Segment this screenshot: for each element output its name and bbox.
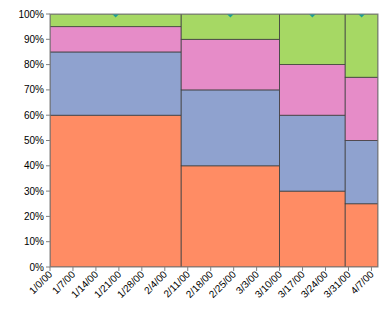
bar-segment xyxy=(181,90,279,166)
y-tick xyxy=(46,216,50,217)
y-tick-label: 60% xyxy=(24,110,44,121)
y-tick xyxy=(46,241,50,242)
bars xyxy=(50,14,378,267)
y-tick-label: 100% xyxy=(18,9,44,20)
bar-segment xyxy=(50,27,181,52)
bar-segment xyxy=(280,14,346,65)
x-tick xyxy=(118,267,119,271)
y-tick-label: 0% xyxy=(30,262,45,273)
x-tick xyxy=(348,267,349,271)
y-tick xyxy=(46,89,50,90)
x-tick xyxy=(279,267,280,271)
y-tick xyxy=(46,39,50,40)
x-tick xyxy=(95,267,96,271)
bar-segment xyxy=(181,166,279,267)
x-tick xyxy=(187,267,188,271)
y-tick xyxy=(46,14,50,15)
y-tick-label: 20% xyxy=(24,211,44,222)
bar-segment xyxy=(345,77,378,140)
x-tick xyxy=(371,267,372,271)
y-tick-label: 50% xyxy=(24,135,44,146)
y-tick xyxy=(46,140,50,141)
bar-segment xyxy=(181,14,279,39)
marker xyxy=(309,14,316,18)
y-tick-label: 90% xyxy=(24,34,44,45)
bar-segment xyxy=(280,191,346,267)
x-tick xyxy=(72,267,73,271)
y-tick xyxy=(46,64,50,65)
x-tick-label: 3/31/00 xyxy=(322,268,354,300)
marker xyxy=(227,14,234,18)
x-tick xyxy=(325,267,326,271)
x-tick xyxy=(50,267,51,271)
plot-frame xyxy=(50,14,378,267)
bar-segment xyxy=(345,204,378,267)
x-tick-label: 4/7/00 xyxy=(348,268,376,296)
bar-segment xyxy=(280,115,346,191)
y-tick-label: 40% xyxy=(24,160,44,171)
x-tick xyxy=(164,267,165,271)
y-tick-label: 30% xyxy=(24,186,44,197)
y-tick-label: 10% xyxy=(24,236,44,247)
y-tick xyxy=(46,165,50,166)
bar-segment xyxy=(181,39,279,90)
bar-segment xyxy=(345,141,378,204)
bar-segment xyxy=(345,14,378,77)
bar-segment xyxy=(50,115,181,267)
y-tick xyxy=(46,267,50,268)
x-tick-label: 2/25/00 xyxy=(207,268,239,300)
y-tick-label: 80% xyxy=(24,59,44,70)
bar-segment xyxy=(50,52,181,115)
plot-area xyxy=(50,14,378,267)
x-tick xyxy=(233,267,234,271)
chart: 0% 10% 20% 30% 40% 50% 60% 70% 80% 90% 100% 1/0/00 1… xyxy=(0,0,384,323)
y-tick-label: 70% xyxy=(24,84,44,95)
x-tick-label: 1/28/00 xyxy=(115,268,147,300)
x-tick xyxy=(302,267,303,271)
x-tick-label: 1/0/00 xyxy=(27,268,55,296)
y-tick xyxy=(46,191,50,192)
y-tick xyxy=(46,115,50,116)
x-tick xyxy=(256,267,257,271)
x-tick xyxy=(210,267,211,271)
marker xyxy=(358,14,365,18)
marker xyxy=(112,14,119,18)
bar-segment xyxy=(280,65,346,116)
x-tick xyxy=(141,267,142,271)
